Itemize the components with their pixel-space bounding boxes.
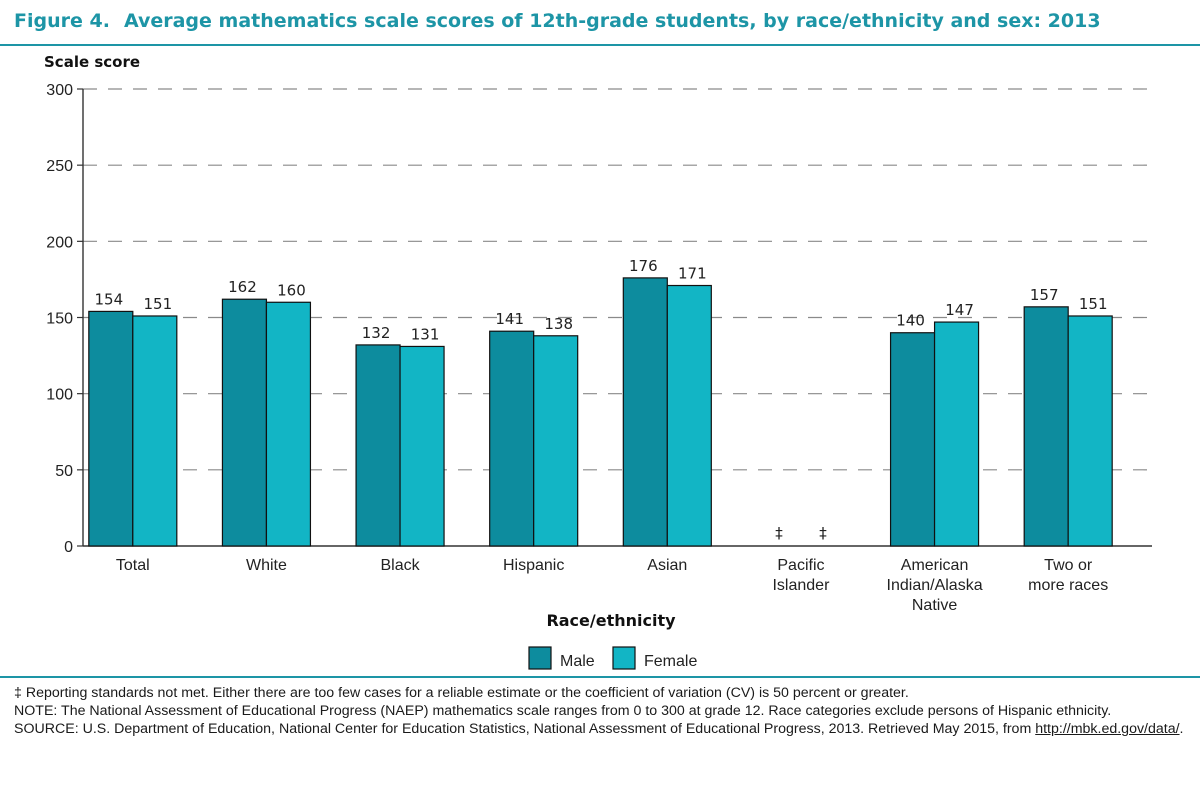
data-label: 157: [1030, 286, 1059, 304]
source-label: SOURCE: U.S. Department of Education, Na…: [14, 721, 1032, 737]
data-label: 151: [143, 295, 172, 313]
data-label: 141: [495, 310, 524, 328]
legend-label-male: Male: [560, 653, 595, 670]
bar-male: [1023, 306, 1069, 547]
bar-male: [355, 344, 401, 547]
x-category-label: Indian/Alaska: [887, 577, 983, 594]
bar-female: [399, 345, 445, 547]
bar-female: [666, 284, 712, 547]
y-tick-label: 50: [55, 463, 73, 480]
data-label: 162: [228, 278, 257, 296]
x-category-label: Asian: [647, 557, 687, 574]
missing-marker: ‡: [819, 524, 827, 542]
legend-label-female: Female: [644, 653, 697, 670]
figure-number: Figure 4.: [14, 10, 110, 32]
y-tick-label: 200: [46, 234, 73, 251]
data-label: 140: [896, 312, 925, 330]
missing-marker: ‡: [775, 524, 783, 542]
data-label: 131: [411, 325, 440, 343]
bar-female: [933, 321, 980, 547]
note-text: NOTE: The National Assessment of Educati…: [14, 703, 1112, 719]
bar-female: [265, 301, 312, 547]
x-category-label: Black: [381, 557, 421, 574]
data-label: 176: [629, 257, 658, 275]
bar-female: [533, 335, 579, 547]
x-category-label: Islander: [772, 577, 830, 594]
bar-male: [622, 277, 668, 547]
data-label: 160: [277, 281, 306, 299]
y-tick-label: 0: [64, 539, 73, 556]
source-link[interactable]: http://mbk.ed.gov/data/: [1035, 721, 1180, 737]
legend-swatch-male: [528, 646, 552, 670]
bar-female: [1067, 315, 1113, 547]
source-text: SOURCE: U.S. Department of Education, Na…: [14, 720, 1184, 738]
footnote-text: ‡ Reporting standards not met. Either th…: [14, 685, 909, 701]
y-tick-label: 100: [46, 387, 73, 404]
x-category-label: Hispanic: [503, 557, 564, 574]
figure-notes: ‡ Reporting standards not met. Either th…: [14, 684, 1184, 738]
x-category-label: White: [246, 557, 287, 574]
bar-male: [889, 332, 936, 547]
data-label: 138: [544, 315, 573, 333]
x-category-label: Total: [116, 557, 150, 574]
x-category-label: Native: [912, 597, 957, 614]
legend-swatch-female: [612, 646, 636, 670]
x-category-label: more races: [1028, 577, 1108, 594]
bar-chart: Scale score 0 50 100 150 200 250 300 154 151 Total…: [44, 53, 1152, 670]
bar-male: [221, 298, 268, 547]
y-axis-title: Scale score: [44, 53, 140, 71]
data-label: 132: [362, 324, 391, 342]
bar-male: [88, 310, 134, 547]
data-label: 154: [94, 290, 123, 308]
y-tick-label: 250: [46, 158, 73, 175]
y-tick-label: 150: [46, 311, 73, 328]
x-category-label: Two or: [1044, 557, 1093, 574]
data-label: 147: [945, 301, 974, 319]
data-label: 171: [678, 265, 707, 283]
figure-title-text: Average mathematics scale scores of 12th…: [123, 10, 1101, 32]
source-end: .: [1179, 721, 1184, 737]
y-tick-label: 300: [46, 82, 73, 99]
x-axis-title: Race/ethnicity: [546, 611, 676, 630]
x-category-label: American: [901, 557, 969, 574]
data-label: 151: [1079, 295, 1108, 313]
bar-female: [132, 315, 178, 547]
x-category-label: Pacific: [777, 557, 824, 574]
title-divider: [0, 44, 1200, 46]
footer-divider: [0, 676, 1200, 678]
bar-male: [489, 330, 535, 547]
figure-title: Figure 4. Average mathematics scale score…: [14, 10, 1186, 40]
